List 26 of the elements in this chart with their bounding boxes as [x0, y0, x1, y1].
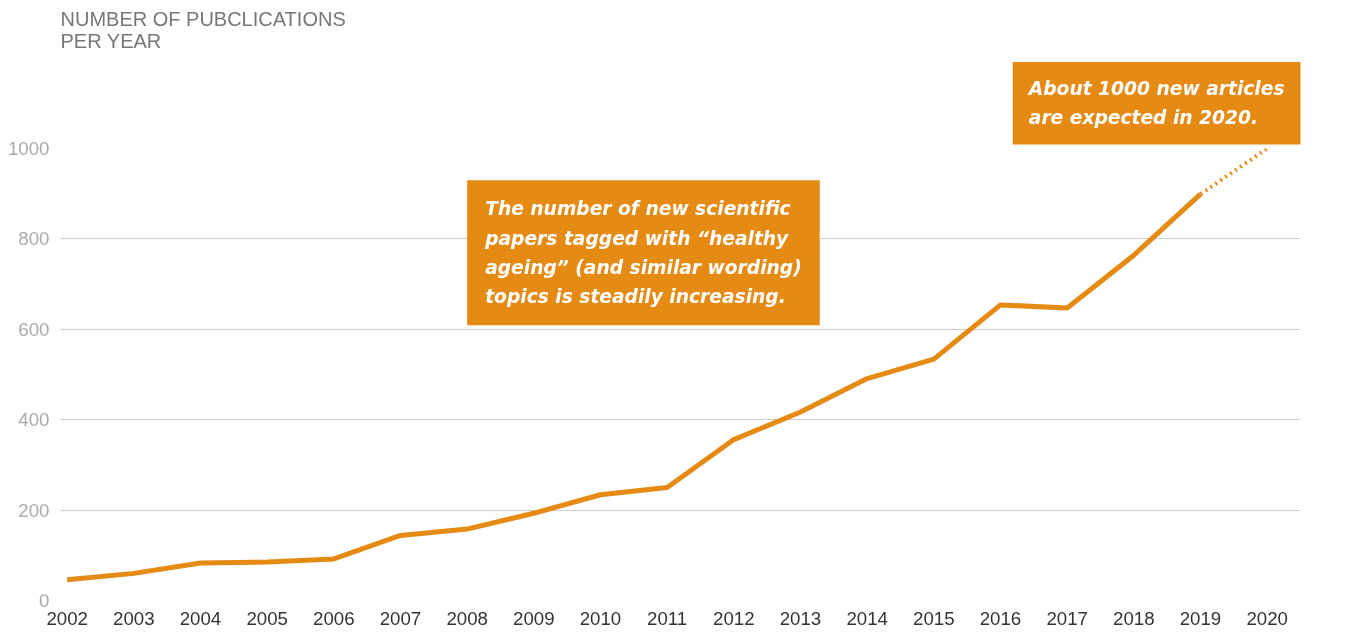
x-tick-label: 2011 [647, 607, 688, 629]
x-tick-label: 2012 [713, 607, 755, 629]
y-tick-label: 600 [18, 318, 50, 340]
x-tick-label: 2017 [1046, 607, 1088, 629]
x-tick-label: 2008 [446, 607, 488, 629]
y-tick-label: 400 [18, 409, 50, 431]
x-tick-label: 2016 [979, 607, 1022, 629]
x-tick-label: 2010 [579, 607, 622, 629]
x-tick-label: 2018 [1113, 607, 1155, 629]
x-tick-label: 2015 [913, 607, 955, 629]
x-tick-label: 2004 [179, 607, 222, 629]
y-tick-label: 1000 [8, 138, 50, 159]
x-tick-label: 2005 [246, 607, 288, 629]
text: About 1000 new articles are expected in 2020. [1026, 78, 1285, 129]
y-tick-label: 200 [18, 499, 50, 521]
x-tick-label: 2013 [779, 607, 822, 629]
x-tick-label: 2006 [313, 607, 355, 629]
x-tick-label: 2020 [1246, 607, 1288, 629]
chart-title: NUMBER OF PUBCLICATIONS PER YEAR [60, 7, 346, 52]
x-tick-label: 2019 [1179, 607, 1222, 629]
annotation: The number of new scientific papers tagged with “healthy ageing” (and similar wording) topics is steadily increasing. [484, 198, 802, 308]
y-tick-label: 800 [18, 228, 50, 250]
x-tick-label: 2003 [113, 607, 155, 629]
x-tick-label: 2009 [513, 607, 555, 629]
x-tick-label: 2007 [379, 607, 422, 629]
x-tick-label: 2014 [846, 607, 888, 629]
